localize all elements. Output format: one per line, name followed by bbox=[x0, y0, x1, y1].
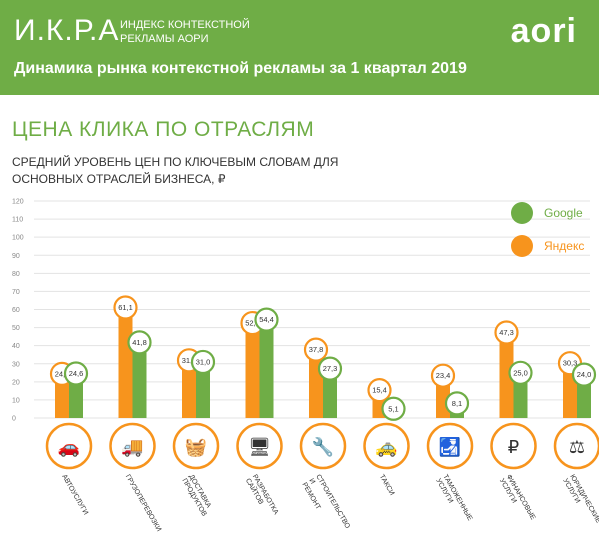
ruble-chart-icon: ₽ bbox=[508, 437, 519, 458]
data-label: 15,4 bbox=[372, 386, 387, 395]
bar-yandex bbox=[182, 360, 196, 418]
category-icon-ring bbox=[553, 422, 599, 470]
tools-icon: 🔧 bbox=[312, 436, 334, 458]
value-badge bbox=[63, 361, 89, 386]
category-icon-ring bbox=[172, 422, 220, 470]
y-tick-label: 100 bbox=[12, 235, 24, 242]
monitor-gear-icon: 🖥 bbox=[248, 437, 271, 458]
category-label-line: АВТОУСЛУГИ bbox=[60, 474, 89, 517]
category-label: ГРУЗОПЕРЕВОЗКИ bbox=[124, 474, 162, 533]
data-label: 31,9 bbox=[182, 356, 197, 365]
y-tick-label: 20 bbox=[12, 379, 20, 386]
value-badge bbox=[303, 337, 329, 362]
bar-google bbox=[132, 342, 147, 418]
chart-description: СРЕДНИЙ УРОВЕНЬ ЦЕН ПО КЛЮЧЕВЫМ СЛОВАМ Д… bbox=[12, 155, 339, 186]
y-tick-label: 90 bbox=[12, 253, 20, 260]
data-label: 24,6 bbox=[69, 369, 84, 378]
bar-yandex bbox=[118, 307, 133, 418]
legend-google-swatch bbox=[511, 202, 533, 224]
y-tick-label: 80 bbox=[12, 271, 20, 278]
data-label: 61,1 bbox=[118, 303, 133, 312]
data-label: 31,0 bbox=[196, 357, 211, 366]
legend-label: Яндекс bbox=[544, 239, 584, 253]
bar-yandex bbox=[245, 323, 260, 418]
category-label-line: СТРОИТЕЛЬСТВО bbox=[314, 474, 351, 531]
data-label: 47,3 bbox=[499, 328, 514, 337]
value-badge bbox=[367, 378, 392, 403]
category-label-line: И bbox=[307, 478, 316, 486]
y-tick-label: 40 bbox=[12, 343, 20, 350]
category-label-line: ГРУЗОПЕРЕВОЗКИ bbox=[124, 474, 162, 533]
data-label: 23,4 bbox=[436, 371, 451, 380]
aori-logo: aori bbox=[510, 12, 577, 50]
customs-icon: 🛃 bbox=[439, 436, 461, 458]
category-label-line: ТАКСИ bbox=[378, 474, 395, 497]
data-label: 8,1 bbox=[452, 399, 462, 408]
value-badge bbox=[494, 320, 519, 345]
value-badge bbox=[254, 307, 279, 332]
y-tick-label: 50 bbox=[12, 325, 20, 332]
category-icon-ring bbox=[426, 422, 474, 470]
car-icon: 🚗 bbox=[58, 437, 80, 458]
brand-title: И.К.Р.А bbox=[14, 14, 120, 47]
data-label: 27,3 bbox=[323, 364, 338, 373]
category-label: АВТОУСЛУГИ bbox=[60, 474, 89, 517]
truck-icon: 🚚 bbox=[121, 437, 143, 458]
value-badge bbox=[127, 330, 152, 355]
category-icon-ring bbox=[490, 422, 537, 470]
legend-yandex-swatch bbox=[511, 235, 533, 257]
y-tick-label: 110 bbox=[12, 217, 23, 224]
value-badge bbox=[430, 363, 456, 388]
bar-google bbox=[323, 368, 337, 418]
data-label: 54,4 bbox=[259, 315, 274, 324]
category-icon-ring bbox=[236, 422, 283, 470]
category-icon-ring bbox=[109, 422, 156, 470]
chart-title: ЦЕНА КЛИКА ПО ОТРАСЛЯМ bbox=[12, 118, 315, 141]
bar-google bbox=[259, 319, 274, 418]
data-label: 37,8 bbox=[309, 345, 324, 354]
header: И.К.Р.А ИНДЕКС КОНТЕКСТНОЙ РЕКЛАМЫ АОРИ … bbox=[0, 0, 599, 95]
value-badge bbox=[317, 356, 343, 381]
bar-google bbox=[196, 361, 210, 418]
category-icon-ring bbox=[45, 422, 93, 470]
gavel-icon: ⚖ bbox=[569, 437, 585, 458]
y-tick-label: 0 bbox=[12, 416, 16, 423]
grocery-basket-icon: 🧺 bbox=[185, 437, 207, 458]
data-label: 24,4 bbox=[55, 369, 70, 378]
value-badge bbox=[113, 295, 138, 320]
legend-label: Google bbox=[544, 206, 583, 220]
data-label: 52,5 bbox=[245, 319, 260, 328]
category-label-line: РЕМОНТ bbox=[300, 482, 321, 512]
y-tick-label: 10 bbox=[12, 397, 20, 404]
value-badge bbox=[444, 391, 470, 416]
value-badge bbox=[190, 349, 216, 375]
category-icon-ring bbox=[363, 422, 410, 470]
y-tick-label: 30 bbox=[12, 361, 20, 368]
data-label: 5,1 bbox=[388, 404, 398, 413]
taxi-icon: 🚕 bbox=[375, 437, 397, 458]
value-badge bbox=[381, 396, 406, 421]
data-label: 25,0 bbox=[513, 368, 528, 377]
data-label: 24,0 bbox=[577, 370, 592, 379]
value-badge bbox=[571, 362, 597, 387]
category-label: ТАКСИ bbox=[378, 474, 395, 497]
y-tick-label: 70 bbox=[12, 289, 20, 296]
y-tick-label: 60 bbox=[12, 307, 20, 314]
category-icon-ring bbox=[299, 422, 347, 470]
data-label: 41,8 bbox=[132, 338, 147, 347]
bar-yandex bbox=[499, 332, 514, 418]
y-tick-label: 120 bbox=[12, 199, 24, 206]
report-subtitle: Динамика рынка контекстной рекламы за 1 … bbox=[14, 60, 467, 77]
brand-subtitle: ИНДЕКС КОНТЕКСТНОЙ РЕКЛАМЫ АОРИ bbox=[120, 19, 250, 45]
value-badge bbox=[508, 360, 533, 385]
data-label: 30,3 bbox=[563, 359, 578, 368]
